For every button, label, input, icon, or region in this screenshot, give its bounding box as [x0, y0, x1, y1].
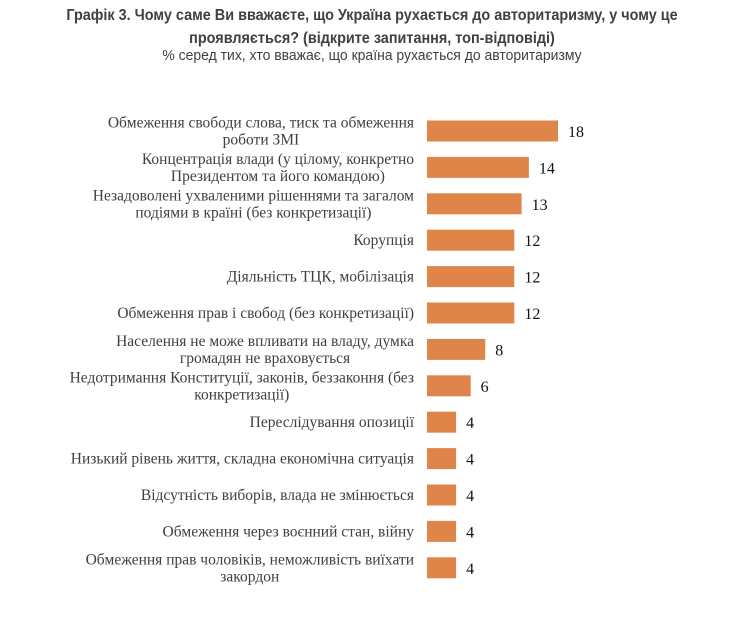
bar [427, 193, 522, 215]
bar [427, 338, 486, 360]
category-label: Обмеження через воєнний стан, війну [163, 523, 415, 540]
category-label: Переслідування опозиції [250, 414, 415, 431]
data-label: 4 [466, 452, 474, 469]
category-label: Відсутність виборів, влада не змінюється [141, 487, 414, 504]
bar [427, 448, 457, 470]
data-label: 14 [539, 160, 555, 177]
category-label: Недотримання Конституції, законів, безза… [70, 369, 414, 386]
chart-title-line: проявляється? (відкрите запитання, топ-в… [189, 30, 555, 47]
bar [427, 156, 529, 178]
bar [427, 520, 457, 542]
category-label: Обмеження прав чоловіків, неможливість в… [86, 551, 414, 568]
category-label: Низький рівень життя, складна економічна… [71, 451, 414, 468]
data-label: 4 [466, 561, 474, 578]
data-label: 8 [495, 342, 503, 359]
category-label: Концентрація влади (у цілому, конкретно [142, 151, 414, 168]
data-label: 4 [466, 524, 474, 541]
bar [427, 484, 457, 506]
category-label: закордон [220, 568, 279, 585]
category-label: громадян не враховується [180, 350, 350, 367]
chart-title-line: Графік 3. Чому саме Ви вважаєте, що Укра… [66, 7, 678, 24]
category-label: Населення не може впливати на владу, дум… [116, 333, 414, 350]
bar [427, 266, 515, 288]
category-label: Незадоволені ухваленими рішеннями та заг… [93, 187, 414, 204]
bar [427, 229, 515, 251]
category-label: Корупція [353, 232, 414, 249]
bar [427, 375, 471, 397]
category-label: Президентом та його командою) [171, 168, 385, 185]
bar [427, 302, 515, 324]
data-label: 6 [481, 379, 489, 396]
data-label: 13 [532, 197, 548, 214]
category-label: Обмеження свободи слова, тиск та обмежен… [108, 115, 414, 132]
chart-title: Графік 3. Чому саме Ви вважаєте, що Укра… [26, 4, 718, 50]
data-label: 12 [524, 306, 540, 323]
category-label: подіями в країні (без конкретизації) [135, 204, 371, 221]
category-label: Обмеження прав і свобод (без конкретизац… [117, 305, 414, 322]
bar [427, 411, 457, 433]
data-label: 18 [568, 124, 584, 141]
data-label: 4 [466, 488, 474, 505]
data-label: 12 [524, 270, 540, 287]
chart-subtitle: % серед тих, хто вважає, що країна рухає… [162, 47, 582, 64]
bar [427, 120, 558, 142]
data-label: 4 [466, 415, 474, 432]
category-label: Діяльність ТЦК, мобілізація [227, 269, 414, 286]
category-label: конкретизації) [194, 386, 289, 403]
category-label: роботи ЗМІ [223, 132, 300, 149]
bar [427, 557, 457, 579]
data-label: 12 [524, 233, 540, 250]
